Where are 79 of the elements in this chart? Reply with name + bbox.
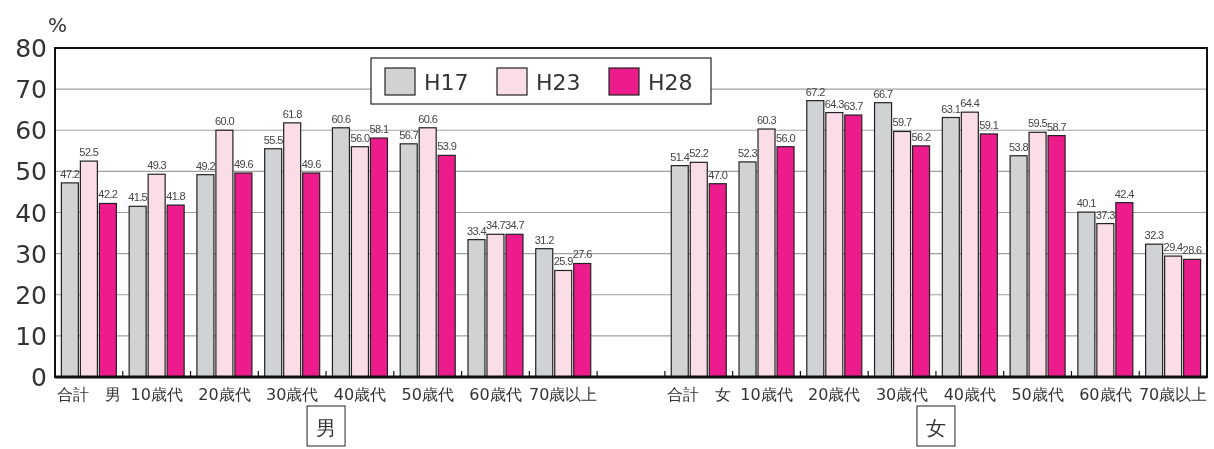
data-label: 56.7 [399, 128, 419, 141]
data-label: 47.0 [708, 168, 728, 181]
annotation: 女 [916, 405, 956, 447]
data-label: 59.7 [892, 116, 913, 129]
x-tick-label: 30歳代 [266, 385, 319, 404]
data-label: 52.5 [79, 146, 99, 159]
data-label: 56.0 [776, 131, 796, 144]
data-label: 56.0 [350, 131, 370, 144]
y-tick-label: 60 [15, 116, 47, 146]
x-tick-label: 20歳代 [808, 385, 861, 404]
data-label: 42.2 [98, 188, 118, 201]
x-tick-label: 合計 男 [56, 385, 121, 404]
data-label: 25.9 [553, 255, 574, 268]
data-label: 37.3 [1095, 208, 1116, 221]
data-label: 60.3 [757, 114, 777, 127]
x-tick-label: 60歳代 [1079, 385, 1132, 404]
y-tick-label: 70 [15, 75, 47, 105]
data-label: 64.4 [960, 97, 980, 110]
x-tick-label: 30歳代 [875, 385, 929, 404]
annotation: 男 [306, 405, 346, 447]
data-label: 49.6 [233, 158, 254, 171]
data-label: 67.2 [805, 85, 826, 98]
data-label: 52.3 [738, 146, 758, 159]
y-tick-label: 20 [15, 280, 47, 310]
x-tick-label: 60歳代 [469, 385, 522, 404]
data-label: 59.5 [1028, 117, 1048, 130]
data-label: 60.6 [331, 112, 351, 125]
x-tick-label: 合計 女 [666, 385, 731, 404]
x-tick-label: 50歳代 [401, 385, 454, 404]
data-label: 34.7 [485, 219, 506, 232]
data-label: 58.1 [369, 123, 389, 136]
data-label: 60.6 [418, 112, 438, 125]
y-tick-label: 10 [15, 321, 47, 351]
data-label: 52.2 [689, 147, 709, 160]
x-tick-label: 40歳代 [943, 385, 996, 404]
x-tick-label: 10歳代 [130, 385, 183, 404]
data-label: 59.1 [979, 118, 999, 131]
data-label: 63.7 [843, 100, 864, 113]
y-tick-label: 40 [15, 198, 47, 228]
data-label: 60.0 [214, 115, 235, 128]
data-label: 47.2 [60, 167, 80, 180]
data-label: 55.5 [263, 133, 284, 146]
legend-label: H23 [536, 70, 581, 95]
data-label: 32.3 [1144, 229, 1165, 242]
data-label: 31.2 [534, 233, 555, 246]
x-tick-label: 70歳以上 [1138, 385, 1208, 404]
y-axis-title: % [48, 13, 68, 37]
data-label: 49.3 [147, 159, 167, 172]
data-label: 66.7 [873, 87, 894, 100]
data-label: 64.3 [824, 97, 845, 110]
data-label: 42.4 [1114, 187, 1135, 200]
data-label: 51.4 [670, 150, 690, 163]
x-tick-label: 10歳代 [740, 385, 793, 404]
data-label: 34.7 [504, 219, 525, 232]
legend-label: H17 [424, 70, 469, 95]
y-tick-label: 80 [15, 34, 47, 63]
data-label: 61.8 [282, 107, 303, 120]
x-tick-label: 20歳代 [198, 385, 251, 404]
data-label: 40.1 [1076, 197, 1097, 210]
x-tick-label: 70歳以上 [529, 385, 598, 404]
data-label: 53.9 [437, 140, 457, 153]
y-tick-label: 50 [15, 157, 47, 187]
data-label: 58.7 [1047, 120, 1067, 133]
data-label: 63.1 [941, 102, 961, 115]
data-label: 49.6 [301, 158, 322, 171]
y-tick-label: 0 [31, 363, 47, 392]
data-label: 33.4 [466, 224, 487, 237]
data-label: 56.2 [911, 130, 932, 143]
x-tick-label: 50歳代 [1011, 385, 1064, 404]
x-tick-label: 40歳代 [333, 385, 387, 404]
data-label: 28.6 [1182, 244, 1203, 257]
data-label: 53.8 [1009, 140, 1029, 153]
data-label: 27.6 [572, 248, 593, 261]
data-label: 41.5 [128, 191, 148, 204]
legend-label: H28 [648, 70, 693, 95]
data-label: 29.4 [1163, 241, 1184, 254]
data-label: 49.2 [195, 159, 216, 172]
data-label: 41.8 [166, 190, 186, 203]
y-tick-label: 30 [15, 239, 47, 269]
